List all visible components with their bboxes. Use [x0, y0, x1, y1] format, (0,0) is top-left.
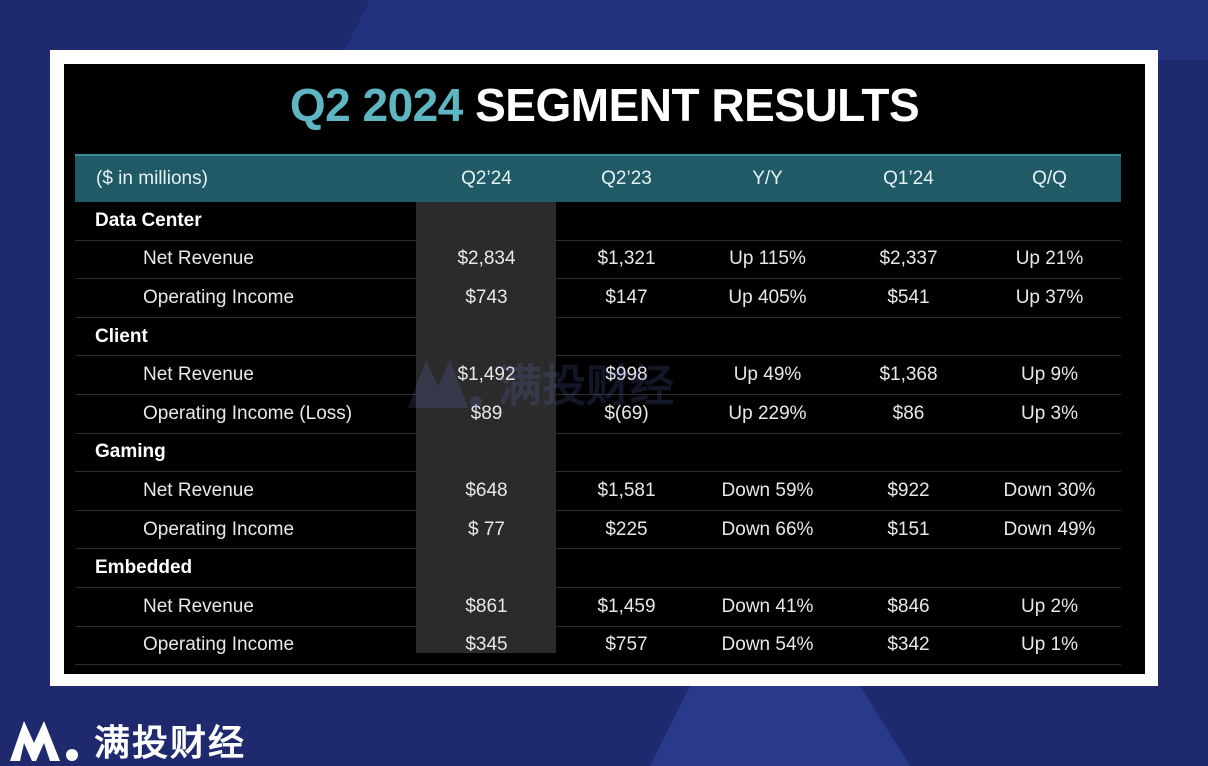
cell-value: $89 — [470, 402, 503, 424]
table-row: Operating Income $ 77 $225 Down 66% $151… — [75, 511, 1121, 550]
table-row: Operating Income $345 $757 Down 54% $342… — [75, 627, 1121, 666]
cell-value: Down 41% — [721, 595, 814, 617]
slide-title: Q2 2024 SEGMENT RESULTS — [64, 78, 1145, 132]
cell-value: Up 229% — [728, 402, 807, 424]
cell-value: $1,321 — [597, 248, 656, 270]
table-row: Operating Income $743 $147 Up 405% $541 … — [75, 279, 1121, 318]
cell-value: $922 — [887, 479, 930, 501]
watermark: 满投财经 — [404, 342, 744, 422]
section-label: Data Center — [95, 209, 202, 231]
cell-value: $86 — [892, 402, 925, 424]
cell-value: $2,834 — [457, 248, 516, 270]
header-qq: Q/Q — [1032, 168, 1067, 189]
cell-value: Down 49% — [1003, 518, 1096, 540]
cell-value: $998 — [605, 364, 648, 386]
cell-value: Up 1% — [1020, 634, 1079, 656]
footer-logo: 满投财经 — [8, 714, 246, 766]
cell-value: Up 9% — [1020, 364, 1079, 386]
cell-value: $1,492 — [457, 364, 516, 386]
row-label: Operating Income — [143, 634, 295, 656]
row-label: Net Revenue — [143, 479, 254, 501]
cell-value: Down 66% — [721, 518, 814, 540]
header-q2-24: Q2’24 — [461, 168, 512, 189]
cell-value: $2,337 — [879, 248, 938, 270]
cell-value: $861 — [465, 595, 508, 617]
table-row: Net Revenue $648 $1,581 Down 59% $922 Do… — [75, 472, 1121, 511]
cell-value: $(69) — [604, 402, 649, 424]
cell-value: $345 — [465, 634, 508, 656]
header-q2-23: Q2’23 — [601, 168, 652, 189]
cell-value: Down 30% — [1003, 479, 1096, 501]
section-row: Data Center — [75, 202, 1121, 241]
header-label: ($ in millions) — [96, 168, 208, 189]
cell-value: Up 37% — [1015, 286, 1084, 308]
cell-value: Up 49% — [733, 364, 802, 386]
cell-value: Down 59% — [721, 479, 814, 501]
cell-value: $225 — [605, 518, 648, 540]
table-row: Operating Income (Loss) $89 $(69) Up 229… — [75, 395, 1121, 434]
cell-value: $743 — [465, 286, 508, 308]
title-accent: Q2 2024 — [289, 79, 463, 131]
section-label: Embedded — [95, 557, 193, 579]
row-label: Net Revenue — [143, 248, 254, 270]
cell-value: $1,368 — [879, 364, 938, 386]
footer-brand: 满投财经 — [94, 722, 247, 763]
watermark-logo-icon — [408, 360, 482, 408]
cell-value: $1,459 — [597, 595, 656, 617]
cell-value: $ 77 — [468, 518, 505, 540]
slide: Q2 2024 SEGMENT RESULTS ($ in millions) … — [64, 64, 1145, 674]
section-label: Gaming — [95, 441, 166, 463]
section-row: Embedded — [75, 549, 1121, 588]
header-q1-24: Q1’24 — [883, 168, 934, 189]
background-shape — [650, 686, 910, 766]
cell-value: Up 3% — [1020, 402, 1079, 424]
cell-value: Up 2% — [1020, 595, 1079, 617]
cell-value: Up 115% — [729, 248, 806, 270]
cell-value: $541 — [887, 286, 930, 308]
watermark-text: 满投财经 — [498, 362, 674, 411]
cell-value: $846 — [887, 595, 930, 617]
segment-results-table: ($ in millions) Q2’24 Q2’23 Y/Y Q1’24 Q/… — [75, 154, 1121, 666]
cell-value: Up 405% — [728, 286, 807, 308]
row-label: Net Revenue — [143, 595, 254, 617]
section-row: Client — [75, 318, 1121, 357]
table-row: Net Revenue $2,834 $1,321 Up 115% $2,337… — [75, 241, 1121, 280]
header-yy: Y/Y — [752, 168, 783, 189]
highlight-column — [416, 202, 556, 653]
cell-value: $648 — [465, 479, 508, 501]
section-label: Client — [95, 325, 148, 347]
cell-value: $151 — [887, 518, 930, 540]
title-main: SEGMENT RESULTS — [475, 79, 920, 131]
row-label: Operating Income — [143, 518, 295, 540]
table-row: Net Revenue $1,492 $998 Up 49% $1,368 Up… — [75, 356, 1121, 395]
cell-value: $757 — [605, 634, 648, 656]
mantou-logo-icon — [10, 721, 78, 761]
cell-value: $342 — [887, 634, 930, 656]
cell-value: Down 54% — [721, 634, 814, 656]
section-row: Gaming — [75, 434, 1121, 473]
cell-value: $147 — [605, 286, 648, 308]
cell-value: $1,581 — [597, 479, 656, 501]
row-label: Operating Income (Loss) — [143, 402, 353, 424]
row-label: Operating Income — [143, 286, 295, 308]
row-label: Net Revenue — [143, 364, 254, 386]
cell-value: Up 21% — [1015, 248, 1084, 270]
table-row: Net Revenue $861 $1,459 Down 41% $846 Up… — [75, 588, 1121, 627]
table-header: ($ in millions) Q2’24 Q2’23 Y/Y Q1’24 Q/… — [75, 154, 1121, 202]
